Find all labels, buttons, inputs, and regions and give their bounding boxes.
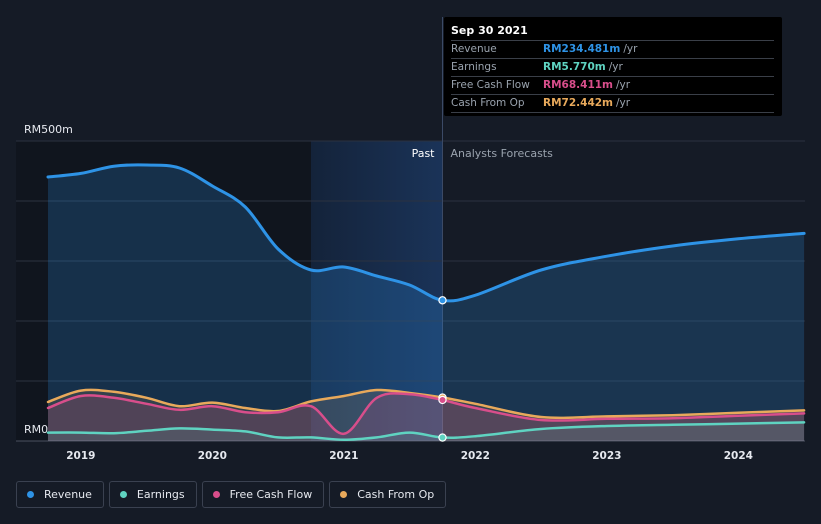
tooltip-label: Earnings [451,61,497,73]
tooltip-unit: /yr [623,43,638,55]
y-axis-top-label: RM500m [24,123,73,136]
tooltip-unit: /yr [608,61,623,73]
x-tick-label: 2022 [461,450,490,462]
tooltip: Sep 30 2021 Revenue RM234.481m /yr Earni… [444,17,782,116]
tooltip-value: RM72.442m [543,97,613,109]
legend-label: Revenue [44,488,92,501]
line-earnings [46,421,806,442]
tooltip-row-earnings: Earnings RM5.770m /yr [451,59,774,77]
tooltip-row-revenue: Revenue RM234.481m /yr [451,41,774,59]
area-cash-from-op [48,389,805,441]
marker-revenue [438,296,447,305]
tooltip-value: RM234.481m [543,43,621,55]
legend-dot-icon [119,491,127,498]
area-earnings [48,422,805,441]
tooltip-value: RM5.770m [543,61,606,73]
line-revenue [46,163,806,303]
tooltip-value: RM68.411m [543,79,613,91]
line-cash-from-op [46,388,806,420]
legend-item-earnings[interactable]: Earnings [108,481,197,508]
legend-label: Earnings [136,488,185,501]
tooltip-unit: /yr [616,79,631,91]
tooltip-row-cash-from-op: Cash From Op RM72.442m /yr [451,95,774,113]
x-tick-label: 2021 [329,450,358,462]
x-tick-label: 2023 [592,450,621,462]
tooltip-label: Revenue [451,43,497,55]
legend-dot-icon [212,491,220,498]
tooltip-label: Free Cash Flow [451,79,530,91]
legend-dot-icon [340,491,348,498]
legend: Revenue Earnings Free Cash Flow Cash Fro… [16,481,447,508]
y-axis-bottom-label: RM0 [24,423,48,436]
legend-label: Free Cash Flow [229,488,313,501]
marker-earnings [438,433,447,442]
tooltip-unit: /yr [616,97,631,109]
line-free-cash-flow [46,392,806,436]
tooltip-row-free-cash-flow: Free Cash Flow RM68.411m /yr [451,77,774,95]
legend-item-free-cash-flow[interactable]: Free Cash Flow [201,481,325,508]
tooltip-label: Cash From Op [451,97,525,109]
legend-item-cash-from-op[interactable]: Cash From Op [329,481,447,508]
legend-label: Cash From Op [357,488,435,501]
marker-free-cash-flow [438,395,447,405]
past-label: Past [412,147,436,160]
legend-dot-icon [27,491,34,498]
legend-item-revenue[interactable]: Revenue [16,481,104,508]
past-background [16,141,311,441]
x-tick-label: 2020 [198,450,227,462]
area-free-cash-flow [48,393,805,441]
area-revenue [48,164,805,441]
x-tick-label: 2024 [724,450,753,462]
forecast-label: Analysts Forecasts [451,147,554,160]
tooltip-date: Sep 30 2021 [451,23,774,41]
x-tick-label: 2019 [66,450,95,462]
